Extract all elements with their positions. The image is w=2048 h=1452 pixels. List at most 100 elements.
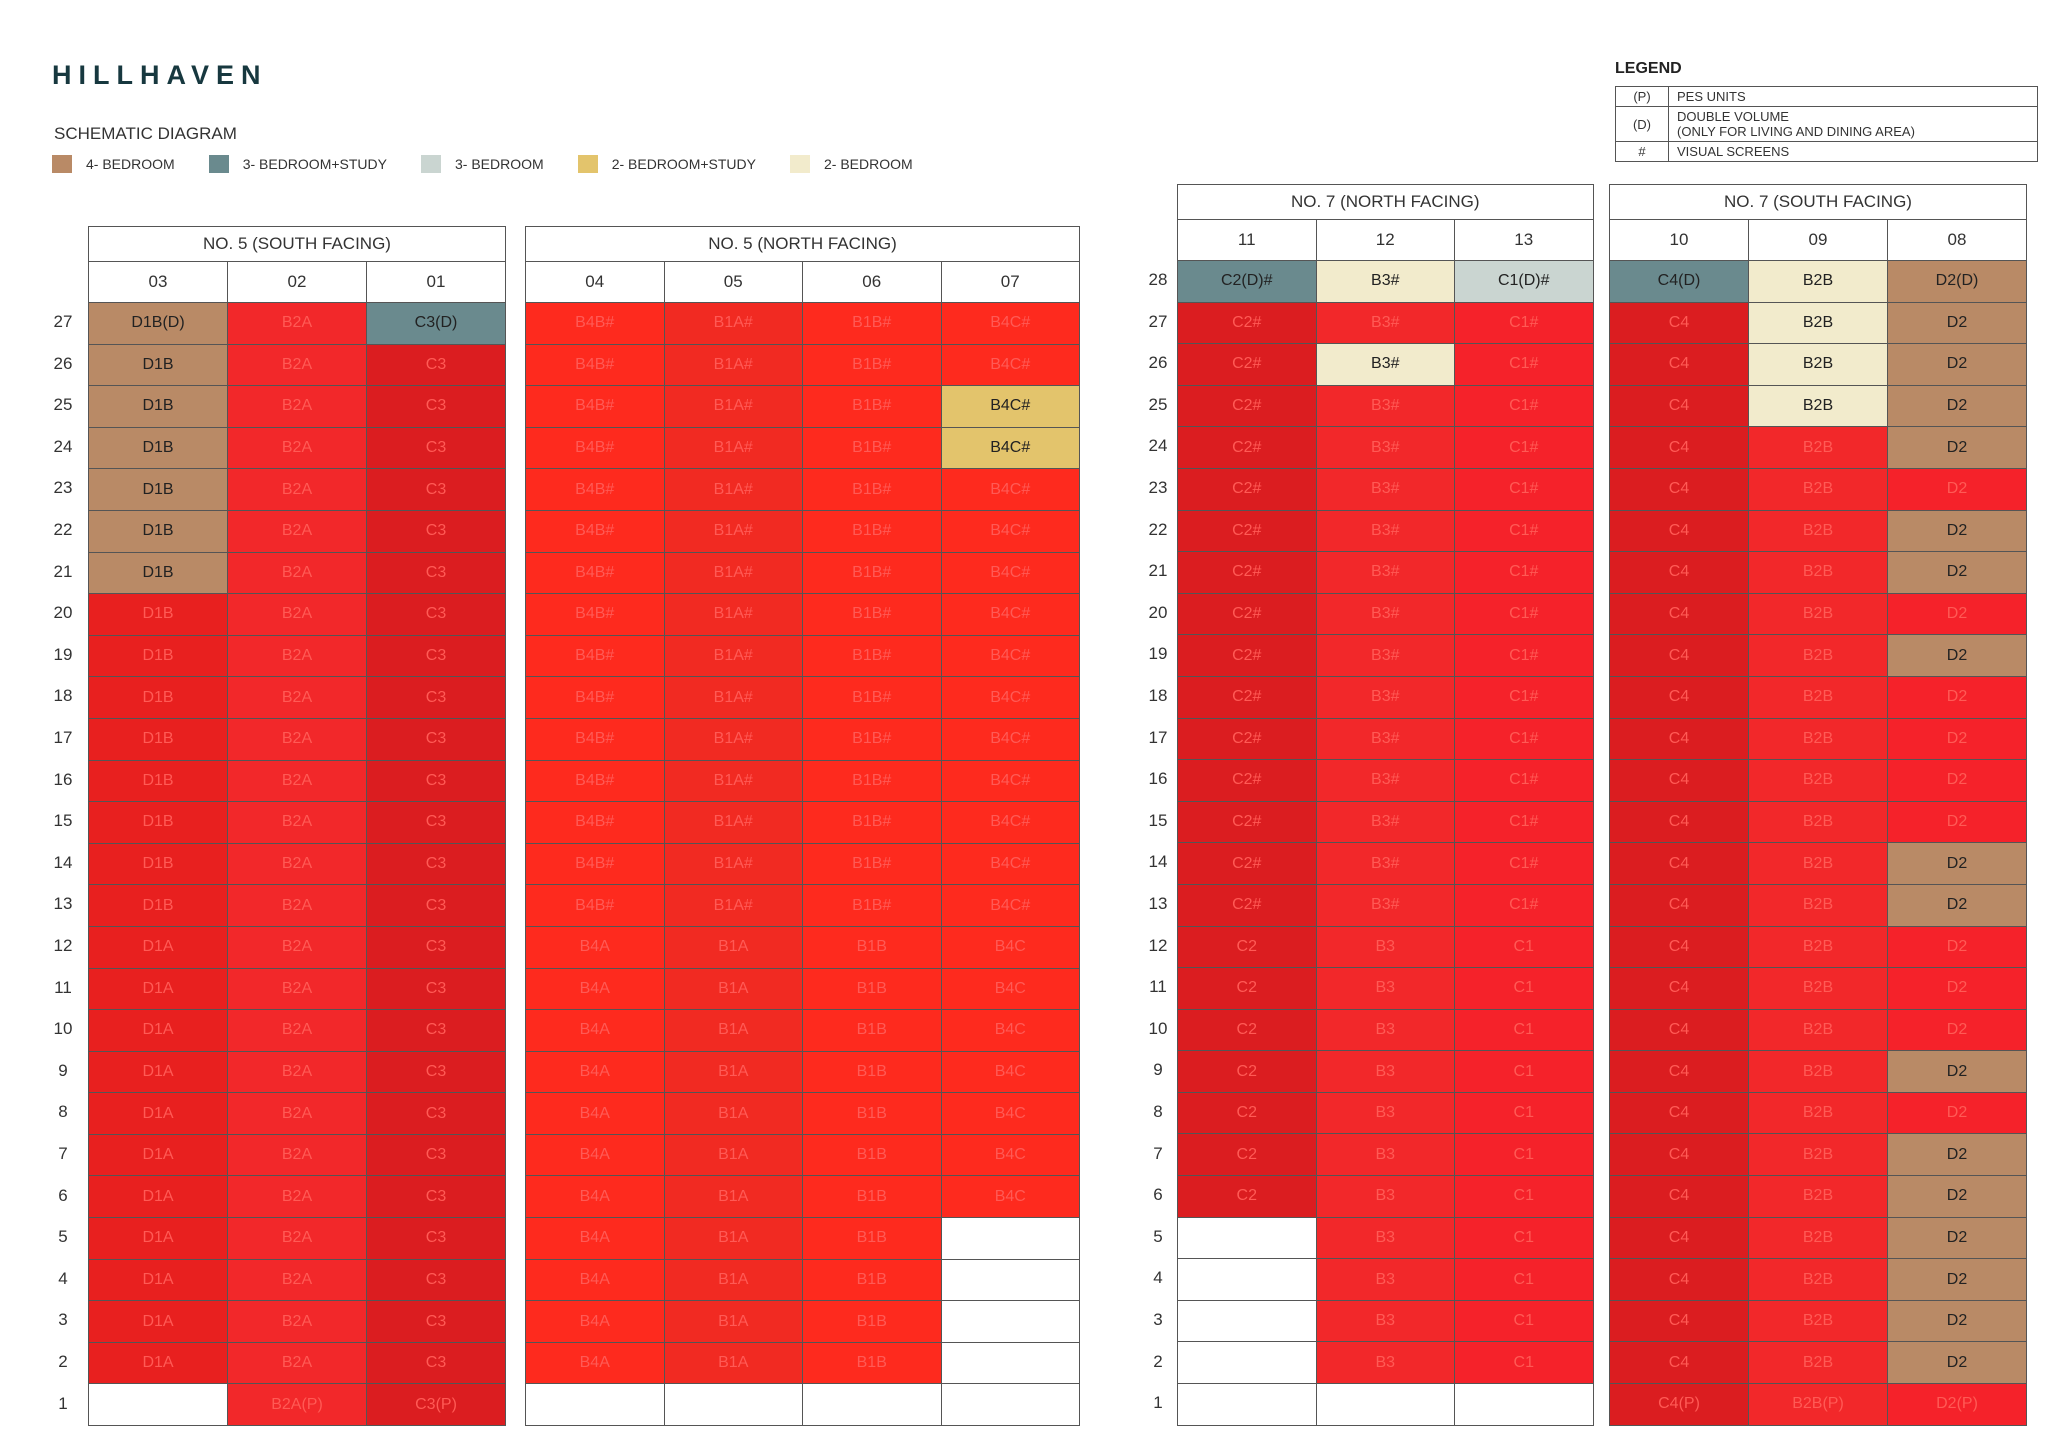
unit-cell-sold[interactable]: B1A# [664,386,803,428]
unit-cell-sold[interactable]: B2B [1749,676,1888,719]
unit-cell-sold[interactable]: B4A [526,926,665,969]
unit-cell-sold[interactable]: C3(P) [367,1384,506,1427]
unit-cell-sold[interactable]: C2# [1178,385,1317,428]
unit-cell-sold[interactable]: B1B# [803,760,942,803]
unit-cell-sold[interactable]: C1 [1455,926,1594,969]
unit-cell-sold[interactable]: B4A [526,1051,665,1094]
unit-cell-sold[interactable]: D2(P) [1888,1384,2027,1426]
unit-cell-sold[interactable]: C2 [1178,926,1317,969]
unit-cell-sold[interactable]: C4 [1610,552,1749,594]
unit-cell-sold[interactable]: B4C# [941,552,1080,595]
unit-cell-sold[interactable]: C4 [1610,1092,1749,1135]
unit-cell-sold[interactable]: D1B [89,843,228,886]
unit-cell-sold[interactable]: B4B# [526,594,665,636]
unit-cell-available[interactable]: D2 [1888,843,2027,885]
unit-cell-sold[interactable]: B4C# [941,802,1080,844]
unit-cell-sold[interactable]: C1# [1455,635,1594,677]
unit-cell-sold[interactable]: B2A [228,968,367,1011]
unit-cell-sold[interactable]: C2# [1178,344,1317,386]
unit-cell-sold[interactable]: C3 [367,926,506,969]
unit-cell-sold[interactable]: C3 [367,760,506,803]
unit-cell-sold[interactable]: C3 [367,1093,506,1135]
unit-cell-sold[interactable]: C1# [1455,468,1594,511]
unit-cell-sold[interactable]: C1# [1455,884,1594,927]
unit-cell-sold[interactable]: C3 [367,594,506,636]
unit-cell-sold[interactable]: C1# [1455,718,1594,761]
unit-cell-sold[interactable]: B4A [526,1342,665,1385]
unit-cell-sold[interactable]: B4C# [941,718,1080,761]
unit-cell-sold[interactable]: C3 [367,677,506,719]
unit-cell-sold[interactable]: C1 [1455,1092,1594,1135]
unit-cell-sold[interactable]: B4C [941,1010,1080,1052]
unit-cell-sold[interactable]: B1A# [664,303,803,345]
unit-cell-sold[interactable]: B4C# [941,677,1080,719]
unit-cell-sold[interactable]: D1A [89,1134,228,1177]
unit-cell-sold[interactable]: B1A [664,1176,803,1219]
unit-cell-sold[interactable]: D2 [1888,468,2027,511]
unit-cell-available[interactable]: B3# [1316,261,1455,303]
unit-cell-sold[interactable]: B3# [1316,635,1455,677]
unit-cell-sold[interactable]: D2 [1888,801,2027,844]
unit-cell-sold[interactable]: C1# [1455,760,1594,802]
unit-cell-sold[interactable]: B1A [664,968,803,1011]
unit-cell-sold[interactable]: B1B# [803,677,942,719]
unit-cell-sold[interactable]: C1 [1455,1217,1594,1260]
unit-cell-sold[interactable]: B1A [664,1134,803,1177]
unit-cell-sold[interactable]: B2A [228,1093,367,1135]
unit-cell-sold[interactable]: C4 [1610,718,1749,761]
unit-cell-sold[interactable]: B1A [664,1301,803,1343]
unit-cell-sold[interactable]: D1B [89,635,228,678]
unit-cell-sold[interactable]: B4C# [941,469,1080,511]
unit-cell-sold[interactable]: B3 [1316,1051,1455,1093]
unit-cell-available[interactable]: D2 [1888,1176,2027,1218]
unit-cell-sold[interactable]: C3 [367,802,506,844]
unit-cell-sold[interactable]: C4 [1610,843,1749,885]
unit-cell-sold[interactable]: B4B# [526,303,665,345]
unit-cell-sold[interactable]: B3# [1316,552,1455,594]
unit-cell-sold[interactable]: B4C [941,968,1080,1011]
unit-cell-sold[interactable]: B2A [228,594,367,636]
unit-cell-sold[interactable]: C4 [1610,302,1749,345]
unit-cell-sold[interactable]: B3 [1316,1092,1455,1135]
unit-cell-sold[interactable]: C1# [1455,385,1594,428]
unit-cell-sold[interactable]: B1B# [803,802,942,844]
unit-cell-sold[interactable]: B4A [526,1134,665,1177]
unit-cell-available[interactable]: D1B [89,552,228,595]
unit-cell-sold[interactable]: B2B [1749,760,1888,802]
unit-cell-sold[interactable]: B4A [526,1176,665,1219]
unit-cell-sold[interactable]: B1B# [803,427,942,470]
unit-cell-sold[interactable]: B2B [1749,510,1888,553]
unit-cell-available[interactable]: C4(D) [1610,261,1749,303]
unit-cell-sold[interactable]: B4C# [941,760,1080,803]
unit-cell-available[interactable]: D2 [1888,510,2027,553]
unit-cell-sold[interactable]: B2A [228,1051,367,1094]
unit-cell-sold[interactable]: B2A [228,677,367,719]
unit-cell-sold[interactable]: C4 [1610,926,1749,969]
unit-cell-sold[interactable]: D1B [89,677,228,719]
unit-cell-sold[interactable]: C2 [1178,1092,1317,1135]
unit-cell-sold[interactable]: B2A [228,1218,367,1260]
unit-cell-sold[interactable]: C2 [1178,968,1317,1010]
unit-cell-available[interactable]: D1B [89,510,228,553]
unit-cell-sold[interactable]: B2A [228,1010,367,1052]
unit-cell-sold[interactable]: C4 [1610,884,1749,927]
unit-cell-sold[interactable]: C4 [1610,510,1749,553]
unit-cell-available[interactable]: D2 [1888,552,2027,594]
unit-cell-sold[interactable]: C4 [1610,676,1749,719]
unit-cell-sold[interactable]: D1A [89,1259,228,1302]
unit-cell-sold[interactable]: B2B(P) [1749,1384,1888,1426]
unit-cell-sold[interactable]: B4B# [526,885,665,927]
unit-cell-available[interactable]: B4C# [941,386,1080,428]
unit-cell-sold[interactable]: B2A [228,427,367,470]
unit-cell-sold[interactable]: B4B# [526,760,665,803]
unit-cell-sold[interactable]: C3 [367,1010,506,1052]
unit-cell-available[interactable]: D2 [1888,1300,2027,1343]
unit-cell-sold[interactable]: B1B [803,1259,942,1302]
unit-cell-sold[interactable]: B2A [228,510,367,553]
unit-cell-sold[interactable]: D1A [89,1010,228,1052]
unit-cell-sold[interactable]: B2A [228,760,367,803]
unit-cell-sold[interactable]: B3 [1316,1259,1455,1301]
unit-cell-sold[interactable]: B2A [228,469,367,511]
unit-cell-sold[interactable]: C1# [1455,801,1594,844]
unit-cell-sold[interactable]: B3# [1316,302,1455,345]
